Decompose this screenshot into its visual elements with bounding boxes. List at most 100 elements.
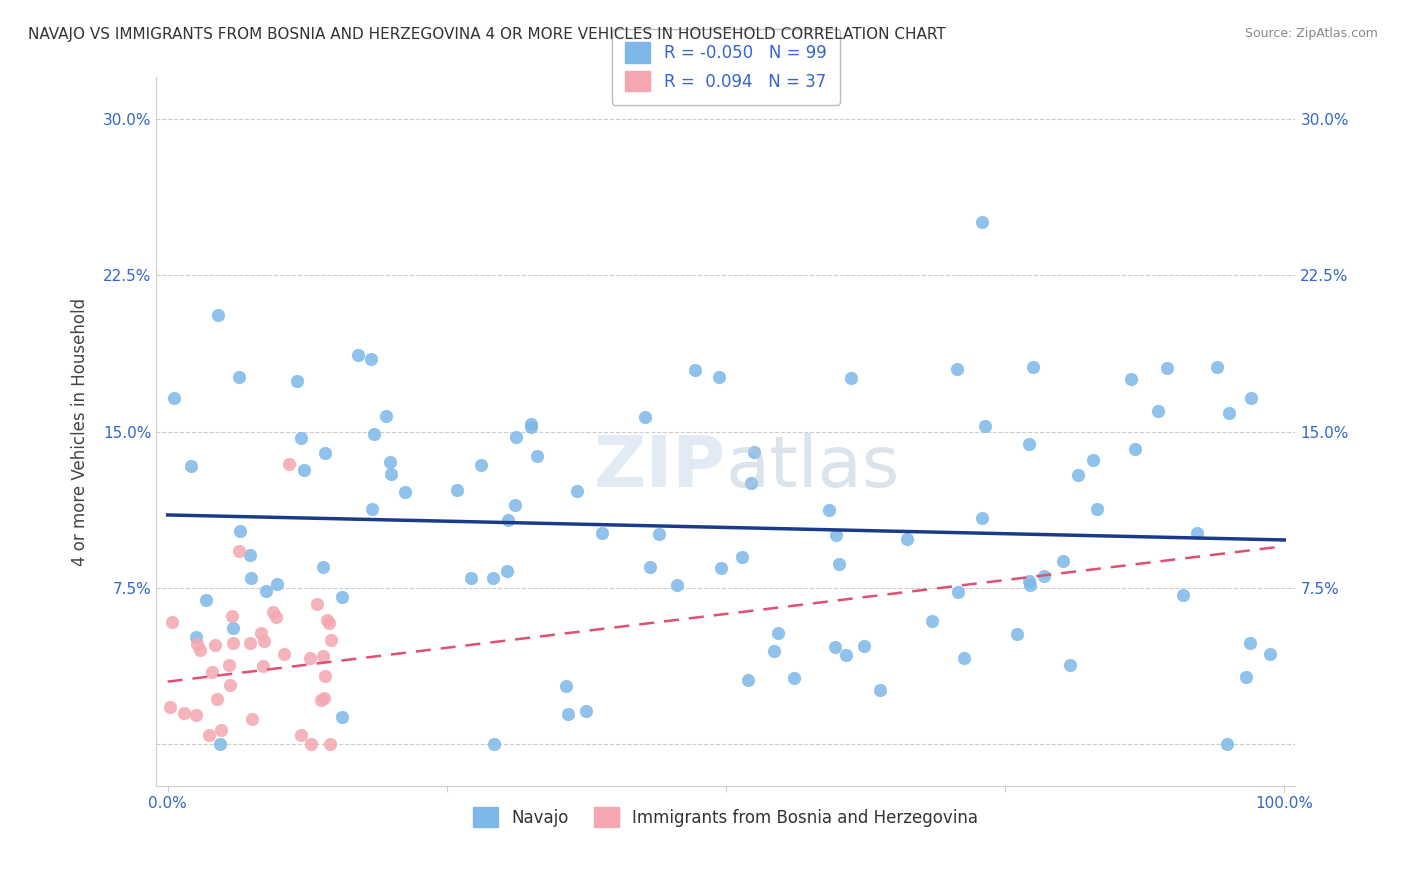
Point [239, 548, 262, 562]
Point [683, 362, 706, 376]
Point [190, 643, 212, 657]
Point [710, 561, 733, 575]
Point [380, 467, 402, 482]
Point [307, 597, 329, 611]
Point [946, 361, 969, 376]
Point [222, 636, 245, 650]
Point [375, 409, 398, 423]
Point [319, 633, 342, 648]
Point [394, 485, 416, 500]
Point [482, 737, 505, 751]
Point [207, 309, 229, 323]
Point [1067, 467, 1090, 482]
Point [256, 584, 278, 599]
Point [360, 352, 382, 367]
Point [184, 630, 207, 644]
Point [896, 533, 918, 547]
Point [1121, 372, 1143, 386]
Point [264, 609, 287, 624]
Point [1239, 636, 1261, 650]
Point [1156, 360, 1178, 375]
Point [766, 626, 789, 640]
Point [253, 634, 276, 648]
Point [180, 458, 202, 473]
Point [316, 613, 339, 627]
Point [209, 723, 232, 738]
Point [740, 476, 762, 491]
Point [240, 712, 263, 726]
Point [285, 374, 308, 388]
Point [665, 577, 688, 591]
Point [818, 503, 841, 517]
Point [1081, 452, 1104, 467]
Point [1052, 553, 1074, 567]
Point [1005, 626, 1028, 640]
Point [197, 728, 219, 742]
Point [314, 690, 336, 705]
Point [361, 502, 384, 516]
Point [948, 585, 970, 599]
Point [218, 658, 240, 673]
Point [273, 647, 295, 661]
Point [363, 427, 385, 442]
Point [208, 737, 231, 751]
Point [239, 636, 262, 650]
Point [557, 706, 579, 721]
Point [277, 457, 299, 471]
Text: atlas: atlas [725, 433, 900, 501]
Point [318, 737, 340, 751]
Point [205, 692, 228, 706]
Point [290, 431, 312, 445]
Point [250, 626, 273, 640]
Point [1258, 647, 1281, 661]
Point [159, 699, 181, 714]
Point [470, 458, 492, 473]
Point [163, 391, 186, 405]
Point [634, 410, 657, 425]
Point [309, 693, 332, 707]
Point [1085, 501, 1108, 516]
Point [575, 704, 598, 718]
Legend: Navajo, Immigrants from Bosnia and Herzegovina: Navajo, Immigrants from Bosnia and Herze… [467, 800, 986, 834]
Point [239, 571, 262, 585]
Point [555, 680, 578, 694]
Point [505, 430, 527, 444]
Point [565, 483, 588, 498]
Point [221, 608, 243, 623]
Point [330, 591, 353, 605]
Point [852, 639, 875, 653]
Point [1022, 360, 1045, 375]
Point [496, 513, 519, 527]
Text: Source: ZipAtlas.com: Source: ZipAtlas.com [1244, 27, 1378, 40]
Point [1018, 436, 1040, 450]
Text: ZIP: ZIP [593, 433, 725, 501]
Point [1216, 737, 1239, 751]
Point [825, 528, 848, 542]
Point [378, 454, 401, 468]
Point [1205, 359, 1227, 374]
Point [828, 557, 851, 571]
Point [218, 678, 240, 692]
Point [1123, 442, 1146, 456]
Point [184, 707, 207, 722]
Point [1018, 574, 1040, 588]
Point [591, 525, 613, 540]
Point [972, 510, 994, 524]
Text: NAVAJO VS IMMIGRANTS FROM BOSNIA AND HERZEGOVINA 4 OR MORE VEHICLES IN HOUSEHOLD: NAVAJO VS IMMIGRANTS FROM BOSNIA AND HER… [28, 27, 946, 42]
Point [460, 571, 482, 585]
Point [707, 370, 730, 384]
Point [737, 673, 759, 687]
Point [783, 671, 806, 685]
Point [482, 572, 505, 586]
Point [1240, 392, 1263, 406]
Point [262, 605, 284, 619]
Point [252, 658, 274, 673]
Point [1019, 577, 1042, 591]
Point [496, 565, 519, 579]
Point [299, 651, 322, 665]
Point [312, 559, 335, 574]
Y-axis label: 4 or more Vehicles in Household: 4 or more Vehicles in Household [72, 298, 89, 566]
Point [195, 593, 218, 607]
Point [503, 498, 526, 512]
Point [638, 559, 661, 574]
